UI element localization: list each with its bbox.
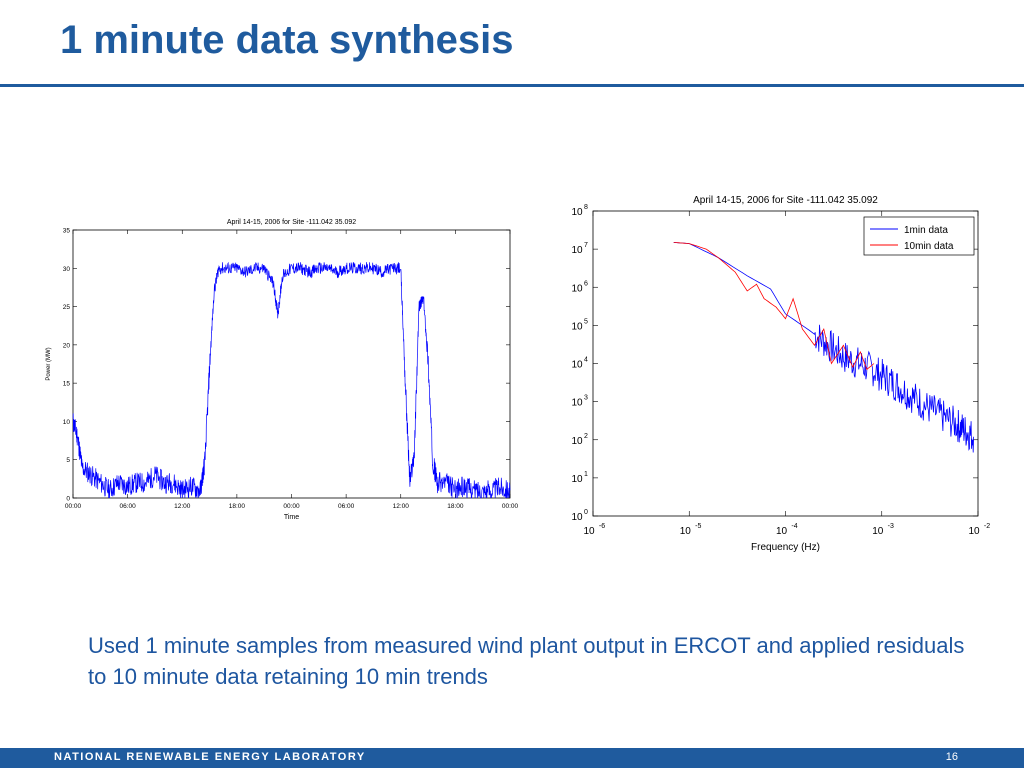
y-tick-label: 15 bbox=[63, 381, 71, 388]
y-tick-exponent: 1 bbox=[584, 471, 588, 478]
y-tick-label: 10 bbox=[571, 398, 583, 409]
x-tick-exponent: -5 bbox=[695, 523, 701, 530]
y-tick-label: 25 bbox=[63, 304, 71, 311]
x-tick-label: 00:00 bbox=[65, 503, 82, 510]
legend-box bbox=[863, 216, 975, 256]
x-tick-label: 10 bbox=[680, 526, 692, 537]
y-tick-exponent: 3 bbox=[584, 395, 588, 402]
frequency-spectrum-chart: April 14-15, 2006 for Site -111.042 35.0… bbox=[571, 195, 990, 553]
footer-bar: NATIONAL RENEWABLE ENERGY LABORATORY 16 bbox=[0, 748, 1024, 768]
y-tick-label: 10 bbox=[571, 474, 583, 485]
y-tick-label: 0 bbox=[66, 496, 70, 503]
y-tick-label: 10 bbox=[571, 245, 583, 256]
y-tick-label: 10 bbox=[571, 512, 583, 523]
y-tick-exponent: 7 bbox=[584, 242, 588, 249]
y-tick-label: 35 bbox=[63, 228, 71, 235]
y-tick-exponent: 0 bbox=[584, 509, 588, 516]
x-tick-label: 06:00 bbox=[119, 503, 136, 510]
y-tick-exponent: 4 bbox=[584, 357, 588, 364]
y-tick-exponent: 5 bbox=[584, 318, 588, 325]
y-tick-exponent: 6 bbox=[584, 280, 588, 287]
y-axis-label: Power (MW) bbox=[46, 347, 52, 380]
x-tick-label: 10 bbox=[968, 526, 980, 537]
slide-caption: Used 1 minute samples from measured wind… bbox=[88, 633, 965, 689]
x-tick-exponent: -3 bbox=[888, 523, 894, 530]
power-time-chart: April 14-15, 2006 for Site -111.042 35.0… bbox=[46, 219, 519, 521]
plot-frame bbox=[592, 210, 979, 517]
x-tick-label: 12:00 bbox=[174, 503, 191, 510]
x-tick-exponent: -4 bbox=[791, 523, 797, 530]
y-tick-label: 10 bbox=[571, 321, 583, 332]
x-axis-label: Time bbox=[284, 514, 299, 521]
y-tick-label: 10 bbox=[571, 283, 583, 294]
x-tick-label: 10 bbox=[583, 526, 595, 537]
slide-title: 1 minute data synthesis bbox=[60, 18, 514, 62]
x-tick-label: 18:00 bbox=[447, 503, 464, 510]
footer-organization: NATIONAL RENEWABLE ENERGY LABORATORY bbox=[54, 751, 366, 763]
title-rule bbox=[0, 84, 1024, 87]
y-tick-label: 5 bbox=[66, 457, 70, 464]
x-tick-label: 10 bbox=[872, 526, 884, 537]
chart-title: April 14-15, 2006 for Site -111.042 35.0… bbox=[693, 195, 878, 206]
series-1min-line bbox=[673, 242, 974, 453]
x-tick-exponent: -6 bbox=[599, 523, 605, 530]
y-tick-exponent: 8 bbox=[584, 204, 588, 211]
legend: 1min data 10min data bbox=[863, 216, 975, 256]
legend-label-1min: 1min data bbox=[904, 225, 948, 236]
y-tick-label: 10 bbox=[571, 436, 583, 447]
x-tick-label: 18:00 bbox=[229, 503, 246, 510]
x-tick-label: 00:00 bbox=[502, 503, 519, 510]
page-number: 16 bbox=[945, 751, 958, 763]
y-tick-label: 10 bbox=[571, 360, 583, 371]
x-tick-label: 12:00 bbox=[393, 503, 410, 510]
x-axis-label: Frequency (Hz) bbox=[751, 542, 820, 553]
chart-title: April 14-15, 2006 for Site -111.042 35.0… bbox=[227, 219, 356, 226]
legend-label-10min: 10min data bbox=[904, 241, 954, 252]
y-tick-label: 10 bbox=[571, 207, 583, 218]
series-10min-line bbox=[673, 242, 875, 371]
plot-frame bbox=[72, 229, 511, 499]
y-tick-exponent: 2 bbox=[584, 433, 588, 440]
x-tick-label: 06:00 bbox=[338, 503, 355, 510]
y-tick-label: 30 bbox=[63, 266, 71, 273]
y-tick-label: 20 bbox=[63, 342, 71, 349]
y-tick-label: 10 bbox=[63, 419, 71, 426]
x-tick-label: 10 bbox=[776, 526, 788, 537]
x-tick-exponent: -2 bbox=[984, 523, 990, 530]
series-power-line bbox=[72, 261, 511, 499]
x-tick-label: 00:00 bbox=[283, 503, 300, 510]
